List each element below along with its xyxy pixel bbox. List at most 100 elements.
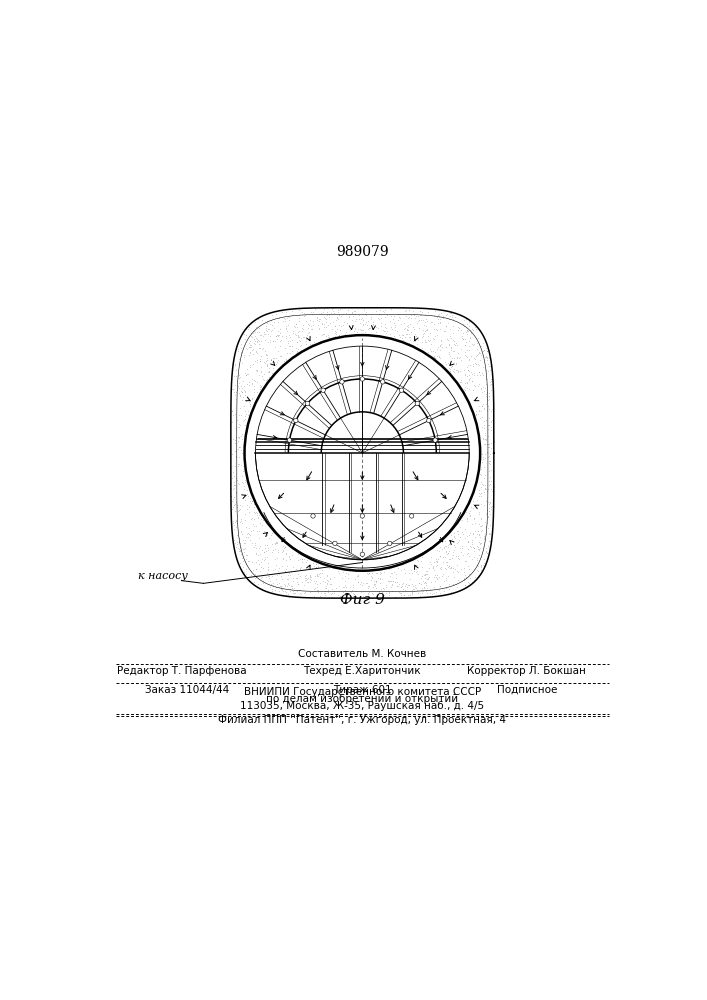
Point <box>346 304 358 320</box>
Point <box>474 367 485 383</box>
Point <box>279 563 291 579</box>
Point <box>377 322 388 338</box>
Point <box>401 326 412 342</box>
Point <box>237 437 248 453</box>
Point <box>300 331 312 347</box>
Point <box>463 342 474 358</box>
Point <box>460 337 471 353</box>
Point <box>435 585 446 601</box>
Point <box>264 570 275 586</box>
Point <box>267 581 278 597</box>
Point <box>483 549 494 565</box>
Point <box>240 540 251 556</box>
Point <box>273 566 284 582</box>
Point <box>384 568 395 584</box>
Point <box>485 382 496 398</box>
Point <box>245 393 256 409</box>
Point <box>477 419 488 435</box>
Point <box>257 371 269 387</box>
Point <box>362 566 373 582</box>
Point <box>353 574 364 590</box>
Point <box>250 373 261 389</box>
Point <box>450 530 461 546</box>
Point <box>464 351 475 367</box>
Point <box>297 304 308 320</box>
Circle shape <box>387 541 392 546</box>
Point <box>235 524 247 540</box>
Point <box>433 349 445 365</box>
Point <box>485 422 496 438</box>
Point <box>228 481 239 497</box>
Point <box>407 584 418 600</box>
Point <box>437 310 448 326</box>
Point <box>435 305 446 321</box>
Point <box>262 537 273 553</box>
Point <box>251 569 262 585</box>
Point <box>275 578 286 594</box>
Point <box>300 572 311 588</box>
Point <box>377 571 388 587</box>
Point <box>443 355 454 371</box>
Point <box>483 410 494 426</box>
Point <box>473 485 484 501</box>
Point <box>428 316 439 332</box>
Point <box>467 321 478 337</box>
Point <box>320 559 331 575</box>
Point <box>286 563 297 579</box>
Point <box>250 505 261 521</box>
Point <box>383 584 395 600</box>
Point <box>242 412 253 428</box>
Point <box>407 303 419 319</box>
Point <box>294 551 305 567</box>
Point <box>289 563 300 579</box>
Point <box>250 343 262 359</box>
Point <box>228 431 239 447</box>
Point <box>488 385 499 401</box>
Point <box>235 336 246 352</box>
Point <box>436 332 447 348</box>
Point <box>233 385 244 401</box>
Point <box>473 488 484 504</box>
Point <box>480 544 491 560</box>
Point <box>438 540 449 556</box>
Point <box>467 358 478 374</box>
Point <box>378 564 390 580</box>
Point <box>255 327 266 343</box>
Point <box>293 323 305 339</box>
Point <box>246 510 257 526</box>
Point <box>477 365 488 381</box>
Point <box>240 384 251 400</box>
Point <box>360 316 371 332</box>
Point <box>334 589 346 605</box>
Point <box>431 553 443 569</box>
Point <box>403 309 414 325</box>
Point <box>437 534 448 550</box>
Point <box>357 316 368 332</box>
Point <box>272 323 284 339</box>
Point <box>231 412 243 428</box>
Point <box>320 311 332 327</box>
Point <box>474 506 485 522</box>
Point <box>400 302 411 318</box>
Point <box>343 309 354 325</box>
Point <box>281 552 292 568</box>
Point <box>263 566 274 582</box>
Point <box>240 327 252 343</box>
Point <box>445 308 456 324</box>
Point <box>267 542 279 558</box>
Point <box>235 501 246 517</box>
Point <box>484 503 495 519</box>
Point <box>388 315 399 331</box>
Point <box>332 587 344 603</box>
Point <box>240 551 252 567</box>
Point <box>463 372 474 388</box>
Point <box>481 436 493 452</box>
Point <box>389 330 400 346</box>
Point <box>486 376 497 392</box>
Point <box>240 411 251 427</box>
Point <box>440 572 452 588</box>
Point <box>422 571 433 587</box>
Point <box>239 506 250 522</box>
Point <box>256 511 267 527</box>
Point <box>443 336 455 352</box>
